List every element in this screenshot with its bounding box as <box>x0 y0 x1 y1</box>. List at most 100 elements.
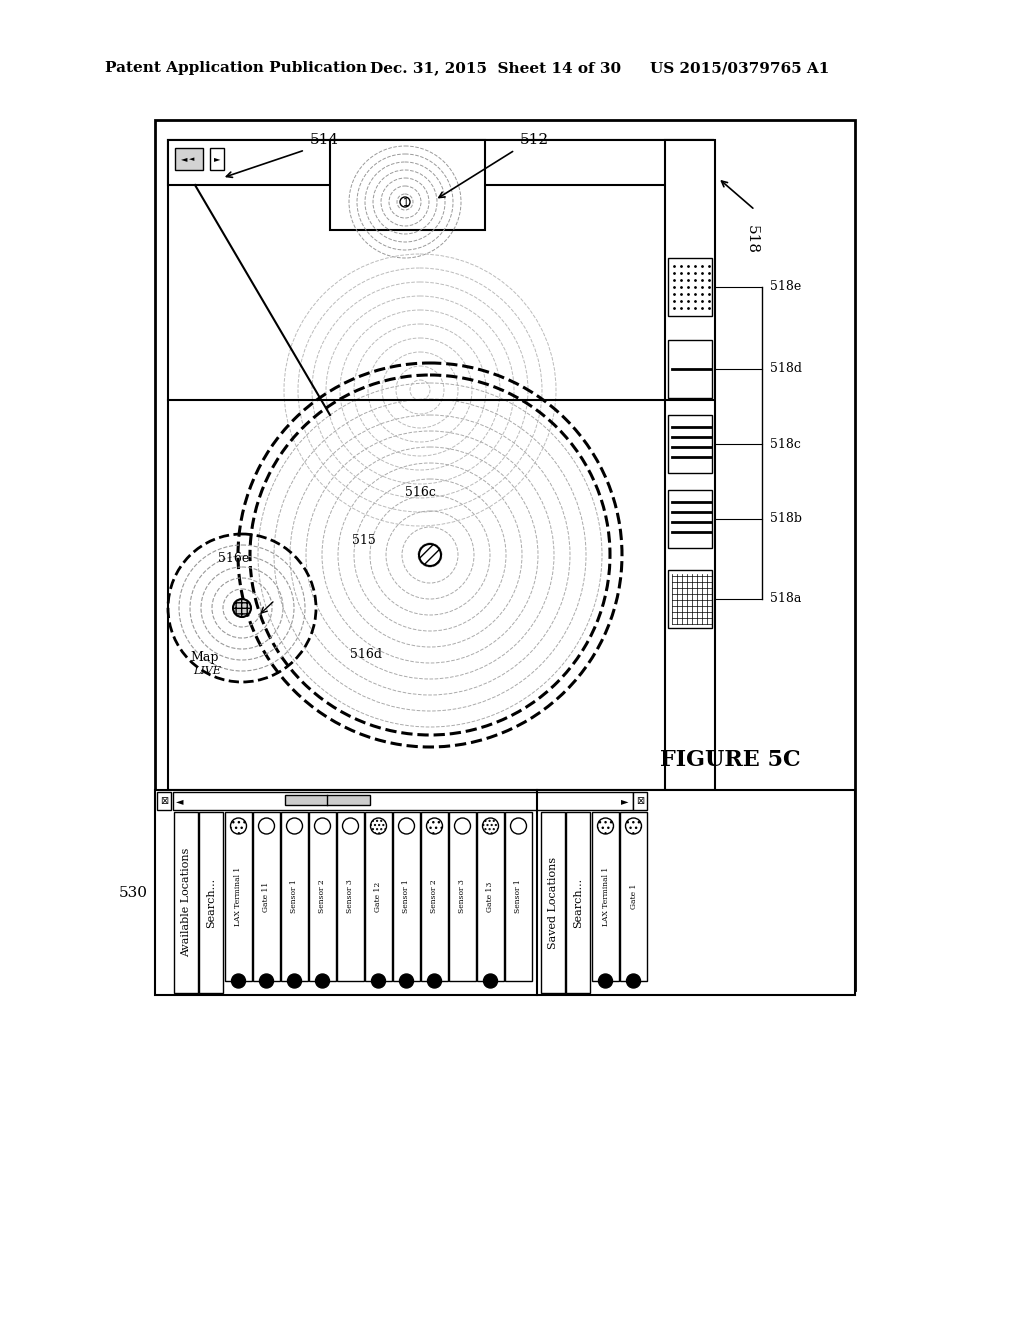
Circle shape <box>419 544 441 566</box>
Circle shape <box>287 818 302 834</box>
Circle shape <box>231 974 246 987</box>
Text: ◄: ◄ <box>176 796 183 807</box>
Circle shape <box>258 818 274 834</box>
Text: 1: 1 <box>402 198 409 209</box>
Text: LAX Terminal 1: LAX Terminal 1 <box>234 867 243 927</box>
Text: ◄: ◄ <box>181 154 187 164</box>
Bar <box>210 148 224 170</box>
Text: Gate 11: Gate 11 <box>262 882 270 912</box>
Text: Sensor 1: Sensor 1 <box>514 879 522 913</box>
Text: FIGURE 5C: FIGURE 5C <box>660 748 801 771</box>
Bar <box>449 812 476 981</box>
Bar <box>168 140 713 185</box>
Text: Map: Map <box>190 652 218 664</box>
Bar <box>225 812 252 981</box>
Text: 516e: 516e <box>218 552 249 565</box>
Text: 518a: 518a <box>770 593 802 606</box>
Text: 516d: 516d <box>350 648 382 661</box>
Circle shape <box>372 974 385 987</box>
Bar <box>566 812 590 993</box>
Text: Gate 13: Gate 13 <box>486 882 495 912</box>
Circle shape <box>398 818 415 834</box>
Circle shape <box>371 818 386 834</box>
Circle shape <box>626 818 641 834</box>
Text: Sensor 1: Sensor 1 <box>402 879 411 913</box>
Text: Dec. 31, 2015  Sheet 14 of 30: Dec. 31, 2015 Sheet 14 of 30 <box>370 61 622 75</box>
Text: Search...: Search... <box>573 878 583 928</box>
Circle shape <box>342 818 358 834</box>
Bar <box>620 812 647 981</box>
Text: LAX Terminal 1: LAX Terminal 1 <box>601 867 609 927</box>
Text: Sensor 2: Sensor 2 <box>318 879 327 913</box>
Circle shape <box>483 974 498 987</box>
Bar <box>421 812 449 981</box>
Circle shape <box>314 818 331 834</box>
Bar <box>668 570 712 628</box>
Circle shape <box>455 818 470 834</box>
Text: Patent Application Publication: Patent Application Publication <box>105 61 367 75</box>
Circle shape <box>598 974 612 987</box>
Text: 515: 515 <box>352 533 376 546</box>
Bar <box>592 812 618 981</box>
Circle shape <box>427 818 442 834</box>
Bar <box>633 792 647 810</box>
Text: US 2015/0379765 A1: US 2015/0379765 A1 <box>650 61 829 75</box>
Text: Sensor 3: Sensor 3 <box>459 879 467 913</box>
Circle shape <box>511 818 526 834</box>
Bar <box>505 812 532 981</box>
Text: Gate 12: Gate 12 <box>375 882 383 912</box>
Bar <box>173 792 633 810</box>
Circle shape <box>259 974 273 987</box>
Bar <box>668 414 712 473</box>
Circle shape <box>288 974 301 987</box>
Bar <box>337 812 364 981</box>
Circle shape <box>400 197 410 207</box>
Bar <box>168 140 713 789</box>
Bar <box>155 120 855 990</box>
Bar <box>541 812 565 993</box>
Bar <box>309 812 336 981</box>
Bar <box>668 341 712 399</box>
Circle shape <box>597 818 613 834</box>
Text: ◄: ◄ <box>189 156 195 162</box>
Bar <box>477 812 504 981</box>
Text: 518: 518 <box>745 224 759 253</box>
Bar <box>668 490 712 548</box>
Text: LIVE: LIVE <box>193 667 221 676</box>
Bar <box>155 789 855 995</box>
Text: 518c: 518c <box>770 437 801 450</box>
Text: 518b: 518b <box>770 512 802 525</box>
Bar <box>668 257 712 315</box>
Bar <box>175 148 203 170</box>
Text: Gate 1: Gate 1 <box>630 884 638 909</box>
Text: 518d: 518d <box>770 363 802 375</box>
Bar <box>157 792 171 810</box>
Bar <box>330 140 485 230</box>
Text: ►: ► <box>214 154 220 164</box>
Circle shape <box>233 599 251 616</box>
Circle shape <box>627 974 640 987</box>
Text: ►: ► <box>621 796 628 807</box>
Bar <box>281 812 308 981</box>
Text: Available Locations: Available Locations <box>181 847 191 957</box>
Text: Sensor 3: Sensor 3 <box>346 879 354 913</box>
Text: ⊠: ⊠ <box>160 796 168 807</box>
Text: Search...: Search... <box>206 878 216 928</box>
Bar <box>665 140 715 789</box>
Bar <box>285 795 370 805</box>
Text: 516c: 516c <box>406 486 436 499</box>
Text: 514: 514 <box>310 133 339 147</box>
Bar <box>174 812 198 993</box>
Circle shape <box>230 818 247 834</box>
Text: Sensor 1: Sensor 1 <box>291 879 299 913</box>
Circle shape <box>315 974 330 987</box>
Text: 518e: 518e <box>770 281 801 293</box>
Circle shape <box>399 974 414 987</box>
Text: 512: 512 <box>520 133 549 147</box>
Bar <box>199 812 223 993</box>
Bar <box>365 812 392 981</box>
Circle shape <box>482 818 499 834</box>
Bar <box>393 812 420 981</box>
Text: Saved Locations: Saved Locations <box>548 857 558 949</box>
Text: ⊠: ⊠ <box>636 796 644 807</box>
